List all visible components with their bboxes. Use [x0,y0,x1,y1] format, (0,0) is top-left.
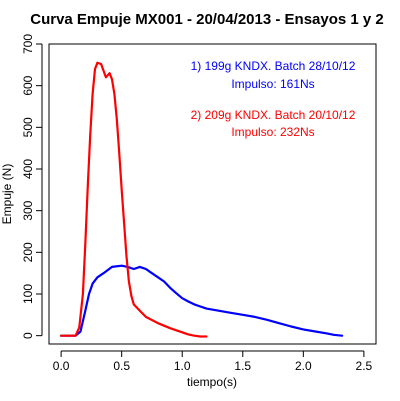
series-line-2 [59,61,208,338]
x-tick-label: 2.5 [356,359,373,373]
y-tick-label: 700 [21,34,35,54]
y-tick-label: 300 [21,200,35,220]
x-tick-label: 1.0 [174,359,191,373]
x-tick-label: 2.0 [295,359,312,373]
plot-frame [48,43,377,345]
series-line-1 [59,264,344,337]
y-tick-label: 600 [21,75,35,95]
annotation-test-2-impulse: Impulso: 232Ns [231,125,314,139]
y-axis: 0 100 200 300 400 500 600 700 [21,34,43,339]
x-tick-label: 0.0 [53,359,70,373]
y-tick-label: 500 [21,117,35,137]
y-tick-label: 200 [21,242,35,262]
annotation-layer: 1) 199g KNDX. Batch 28/10/12 Impulso: 161… [191,59,356,139]
annotation-test-1-impulse: Impulso: 161Ns [231,77,314,91]
series-layer [59,61,344,338]
x-tick-label: 0.5 [113,359,130,373]
y-tick-label: 100 [21,284,35,304]
y-tick-label: 400 [21,159,35,179]
x-axis-label: tiempo(s) [187,375,237,389]
y-axis-label: Empuje (N) [0,164,14,225]
x-tick-label: 1.5 [234,359,251,373]
annotation-test-1-description: 1) 199g KNDX. Batch 28/10/12 [191,59,356,73]
y-tick-label: 0 [21,332,35,339]
chart-title: Curva Empuje MX001 - 20/04/2013 - Ensayo… [30,11,384,28]
annotation-test-2-description: 2) 209g KNDX. Batch 20/10/12 [191,108,356,122]
x-axis: 0.0 0.5 1.0 1.5 2.0 2.5 [53,350,373,373]
